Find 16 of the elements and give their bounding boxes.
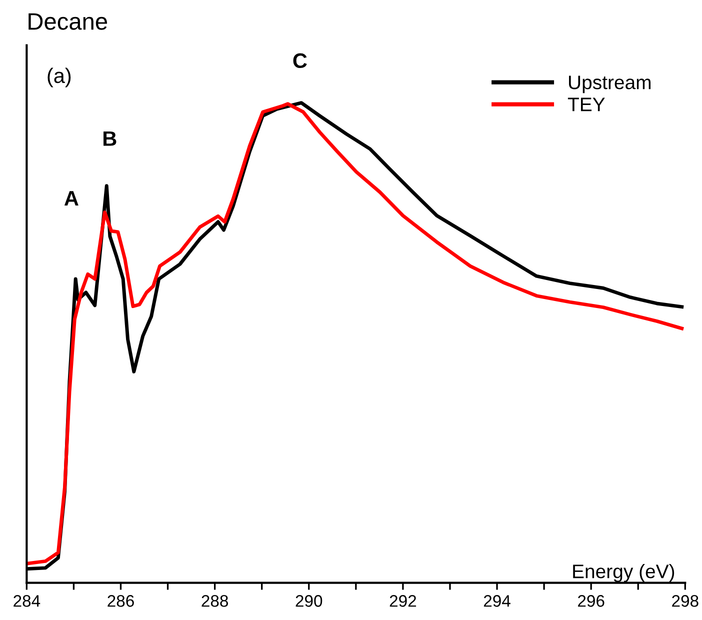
x-tick-label: 292 xyxy=(390,595,416,607)
x-tick-label: 290 xyxy=(296,595,322,607)
annotation: A xyxy=(64,191,78,206)
x-tick-label: 296 xyxy=(578,595,604,607)
legend-label: Upstream xyxy=(569,76,651,94)
x-axis-title: Energy (eV) xyxy=(573,564,674,582)
x-tick-label: 284 xyxy=(14,595,40,607)
x-tick-label: 294 xyxy=(484,595,510,607)
legend-label: TEY xyxy=(568,98,605,112)
text: C xyxy=(293,53,307,68)
text: (a) xyxy=(48,68,71,88)
annotation: B xyxy=(104,131,116,146)
x-tick-label: 286 xyxy=(108,595,134,607)
x-tick-label: 298 xyxy=(672,595,698,607)
chart-title: Decane xyxy=(28,13,108,30)
x-tick-label: 288 xyxy=(202,595,228,607)
